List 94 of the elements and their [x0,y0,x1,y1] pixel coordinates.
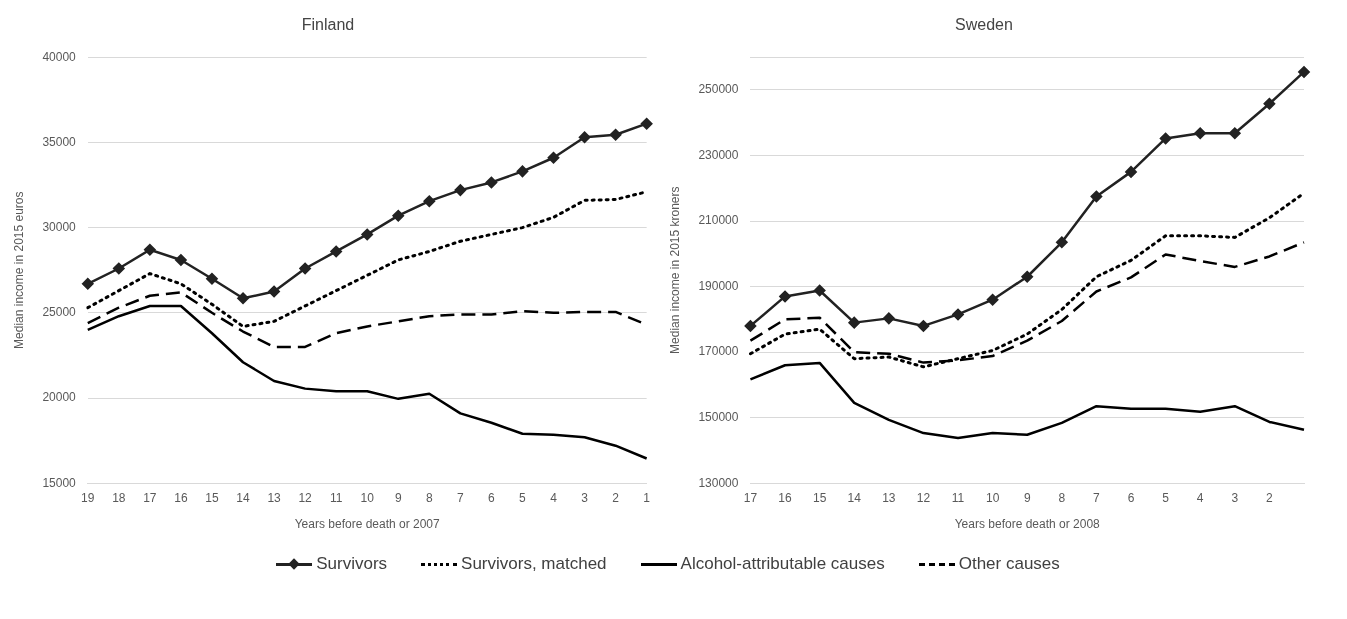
x-tick-label: 8 [425,490,433,505]
point [609,128,622,141]
x-tick-label: 3 [1231,490,1239,505]
x-tick-label: 15 [812,490,827,505]
chart-title: Finland [301,16,355,34]
point [1229,127,1241,139]
y-axis-title: Median income in 2015 euros [11,191,26,349]
x-tick-label: 5 [1162,490,1170,505]
point [744,320,757,332]
point [883,312,895,325]
y-tick-label: 35000 [42,134,77,149]
point [206,272,218,285]
point [361,228,373,241]
x-tick-label: 12 [916,490,931,505]
y-tick-label: 190000 [698,278,739,293]
x-tick-label: 6 [1127,490,1135,505]
x-tick-label: 4 [1196,490,1204,505]
x-tick-label: 12 [298,490,313,505]
point [485,176,498,189]
point [547,151,560,164]
y-tick-label: 15000 [42,475,77,490]
x-tick-label: 13 [267,490,282,505]
point [454,184,467,196]
point [578,131,591,144]
x-tick-label: 7 [1093,490,1101,505]
point [779,290,791,303]
x-tick-label: 19 [81,490,95,505]
x-tick-label: 11 [329,490,343,505]
y-tick-label: 230000 [698,147,739,162]
y-tick-label: 30000 [42,219,77,234]
point [113,262,125,275]
point [640,117,653,130]
x-tick-label: 3 [581,490,589,505]
point [175,254,187,266]
point [813,284,826,297]
x-tick-label: 15 [205,490,219,505]
x-tick-label: 10 [985,490,1000,505]
point [1090,190,1103,203]
point [1263,97,1276,110]
x-tick-label: 4 [550,490,558,505]
point [848,316,860,329]
point [237,292,249,305]
y-tick-label: 25000 [42,305,77,320]
y-tick-label: 210000 [698,213,739,228]
y-tick-label: 20000 [42,390,77,405]
y-tick-label: 170000 [698,344,739,359]
point [1298,66,1310,78]
point [82,278,94,290]
x-tick-label: 6 [488,490,496,505]
point [1056,236,1068,249]
point [917,320,930,332]
x-tick-label: 17 [743,490,758,505]
point [392,209,405,222]
x-tick-label: 9 [394,490,402,505]
x-axis-title: Years before death or 2008 [954,517,1101,532]
point [516,165,529,178]
legend-label: Survivors [316,554,388,574]
x-tick-label: 1 [643,490,651,505]
legend-label: Alcohol-attributable causes [680,554,885,574]
x-tick-label: 10 [360,490,375,505]
x-tick-label: 2 [612,490,620,505]
x-tick-label: 16 [778,490,793,505]
x-tick-label: 11 [951,490,965,505]
y-axis-title: Median income in 2015 kroners [667,186,682,354]
point [986,293,999,306]
point [952,308,964,321]
y-tick-label: 130000 [698,475,739,490]
legend-label: Other causes [958,554,1060,574]
y-tick-label: 40000 [42,49,77,64]
x-axis-title: Years before death or 2007 [294,517,441,532]
point [330,245,342,258]
point [423,195,436,207]
point [144,244,156,256]
x-tick-label: 13 [882,490,896,505]
legend-label: Survivors, matched [461,554,607,574]
x-tick-label: 2 [1266,490,1274,505]
point [1159,132,1172,145]
x-tick-label: 7 [457,490,465,505]
point [1194,127,1206,139]
point [268,285,280,298]
x-tick-label: 9 [1023,490,1031,505]
x-tick-label: 14 [236,490,251,505]
point [1125,166,1137,178]
x-tick-label: 14 [847,490,862,505]
x-tick-label: 17 [143,490,157,505]
x-tick-label: 16 [174,490,188,505]
x-tick-label: 5 [519,490,527,505]
chart-title: Sweden [955,16,1013,34]
point [1021,271,1033,283]
x-tick-label: 18 [112,490,126,505]
y-tick-label: 150000 [698,409,739,424]
y-tick-label: 250000 [698,82,739,97]
x-tick-label: 8 [1058,490,1066,505]
point [299,262,311,275]
